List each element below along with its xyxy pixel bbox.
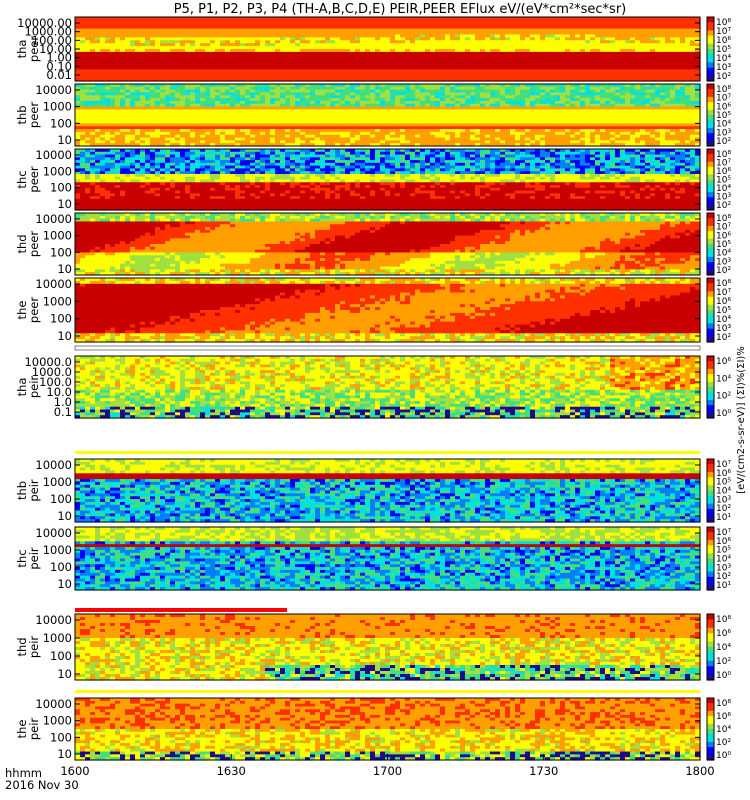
panel-thb-peer: 10000100010010thbpeer10⁸10⁷10⁶10⁵10⁴10³1… [15, 83, 731, 147]
y-tick-label: 0.01 [46, 68, 72, 82]
panel-tha-peer: 10000.001000.00100.0010.001.000.100.01th… [15, 16, 731, 82]
panel-species-label: peer [27, 36, 41, 62]
colorbar-tick-label: 10² [716, 72, 731, 82]
